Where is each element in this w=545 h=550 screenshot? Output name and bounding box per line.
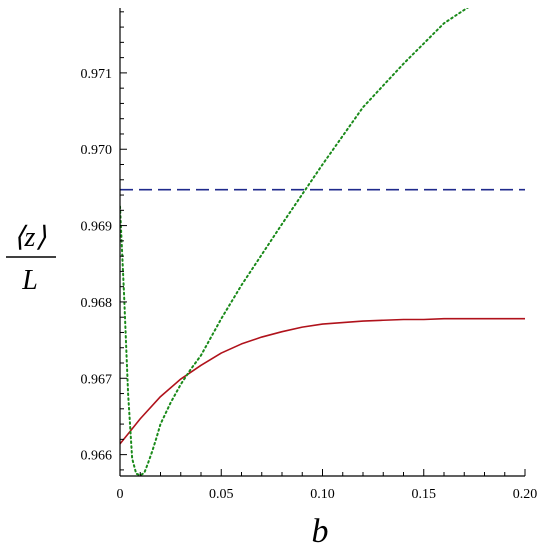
x-axis-title: b — [312, 513, 329, 550]
x-tick-label: 0.05 — [209, 487, 234, 502]
x-tick-label: 0 — [117, 487, 124, 502]
y-tick-label: 0.968 — [81, 296, 113, 311]
y-tick-label: 0.971 — [81, 67, 113, 82]
series-line-dotted — [120, 8, 469, 476]
tick-labels: 0.966 0.967 0.968 0.969 0.970 0.971 0 0.05 0.10 0… — [81, 67, 538, 502]
y-axis-title: ⟨z⟩ L — [6, 222, 56, 296]
y-axis-title-denominator: L — [21, 265, 38, 296]
y-axis-title-numerator: ⟨z⟩ — [14, 222, 47, 253]
y-tick-label: 0.967 — [81, 372, 113, 387]
axes — [119, 8, 525, 477]
ticks — [119, 11, 526, 476]
x-tick-label: 0.10 — [310, 487, 335, 502]
x-tick-label: 0.20 — [513, 487, 538, 502]
series-line-solid — [120, 317, 525, 445]
x-tick-label: 0.15 — [412, 487, 437, 502]
y-tick-label: 0.970 — [81, 143, 113, 158]
y-tick-label: 0.969 — [81, 220, 113, 235]
plot-lines — [120, 8, 525, 476]
y-tick-label: 0.966 — [81, 449, 113, 464]
